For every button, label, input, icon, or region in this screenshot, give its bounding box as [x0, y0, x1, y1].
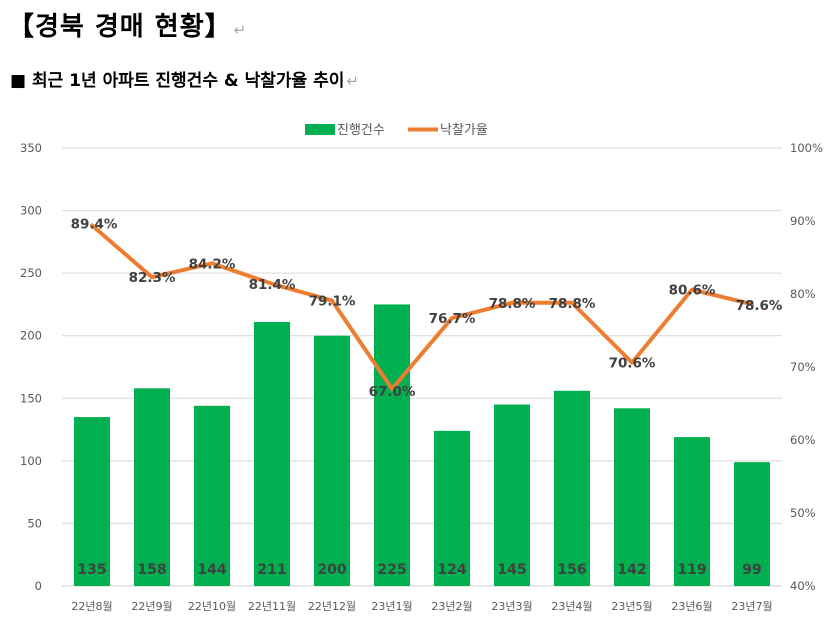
x-tick-label: 23년3월: [491, 600, 532, 613]
x-tick-label: 22년8월: [71, 600, 112, 613]
rate-value-label: 76.7%: [429, 311, 476, 327]
rate-value-label: 78.8%: [489, 296, 536, 312]
bar-value-label: 142: [617, 562, 646, 578]
y-left-tick-label: 150: [20, 391, 42, 405]
x-tick-label: 23년1월: [371, 600, 412, 613]
bar-23년6월: [674, 437, 710, 586]
rate-value-label: 89.4%: [71, 216, 118, 232]
y-left-tick-label: 300: [20, 204, 42, 218]
y-right-tick-label: 50%: [790, 506, 816, 520]
rate-value-label: 79.1%: [309, 294, 356, 310]
bar-23년3월: [494, 404, 530, 586]
y-right-tick-label: 80%: [790, 287, 816, 301]
y-right-tick-label: 70%: [790, 360, 816, 374]
bar-23년2월: [434, 430, 470, 586]
y-right-tick-label: 100%: [790, 141, 823, 155]
bar-value-label: 124: [437, 562, 466, 578]
x-tick-label: 22년10월: [188, 600, 236, 613]
y-left-tick-label: 250: [20, 266, 42, 280]
bar-value-label: 144: [197, 562, 226, 578]
bar-23년4월: [554, 390, 590, 586]
bar-22년9월: [134, 388, 170, 586]
x-tick-label: 23년2월: [431, 600, 472, 613]
y-left-tick-label: 50: [27, 516, 42, 530]
bar-23년7월: [734, 462, 770, 586]
rate-value-label: 81.4%: [249, 277, 296, 293]
y-left-tick-label: 0: [35, 579, 42, 593]
bar-23년5월: [614, 408, 650, 586]
x-tick-label: 22년9월: [131, 600, 172, 613]
bar-22년11월: [254, 321, 290, 586]
bar-value-label: 158: [137, 562, 166, 578]
rate-value-label: 78.6%: [736, 298, 783, 314]
bar-value-label: 99: [742, 562, 761, 578]
y-right-tick-label: 60%: [790, 433, 816, 447]
x-tick-label: 23년6월: [671, 600, 712, 613]
rate-line: [90, 223, 754, 391]
y-left-tick-label: 100: [20, 454, 42, 468]
rate-value-label: 82.3%: [129, 270, 176, 286]
legend-label-bars: 진행건수: [337, 122, 385, 138]
bar-value-label: 119: [677, 562, 706, 578]
rate-value-label: 70.6%: [609, 356, 656, 372]
y-left-tick-label: 350: [20, 141, 42, 155]
chart-subtitle: ■ 최근 1년 아파트 진행건수 & 낙찰가율 추이 ↵: [10, 71, 359, 91]
rate-value-label: 67.0%: [369, 384, 416, 400]
bar-22년8월: [74, 417, 110, 586]
bar-value-label: 225: [377, 562, 406, 578]
y-right-tick-label: 90%: [790, 214, 816, 228]
x-tick-label: 22년12월: [308, 600, 356, 613]
paragraph-mark-icon: ↵: [233, 21, 248, 39]
x-tick-label: 22년11월: [248, 600, 296, 613]
legend-label-line: 낙찰가율: [440, 123, 488, 138]
rate-value-label: 84.2%: [189, 256, 236, 272]
paragraph-mark-icon: ↵: [346, 72, 359, 90]
rate-value-label: 78.8%: [549, 296, 596, 312]
y-left-tick-label: 200: [20, 329, 42, 343]
bar-value-label: 145: [497, 562, 526, 578]
rate-value-label: 80.6%: [669, 283, 716, 299]
x-tick-label: 23년5월: [611, 600, 652, 613]
legend-swatch-bars: [305, 124, 335, 135]
y-right-tick-label: 40%: [790, 579, 816, 593]
bar-22년10월: [194, 405, 230, 586]
bar-23년1월: [374, 304, 410, 586]
bar-value-label: 200: [317, 562, 346, 578]
x-tick-label: 23년4월: [551, 600, 592, 613]
bar-22년12월: [314, 335, 350, 586]
x-tick-label: 23년7월: [731, 600, 772, 613]
document-title: 【경북 경매 현황】 ↵: [8, 12, 248, 42]
bar-value-label: 156: [557, 562, 586, 578]
bar-value-label: 135: [77, 562, 106, 578]
bar-value-label: 211: [257, 562, 286, 578]
